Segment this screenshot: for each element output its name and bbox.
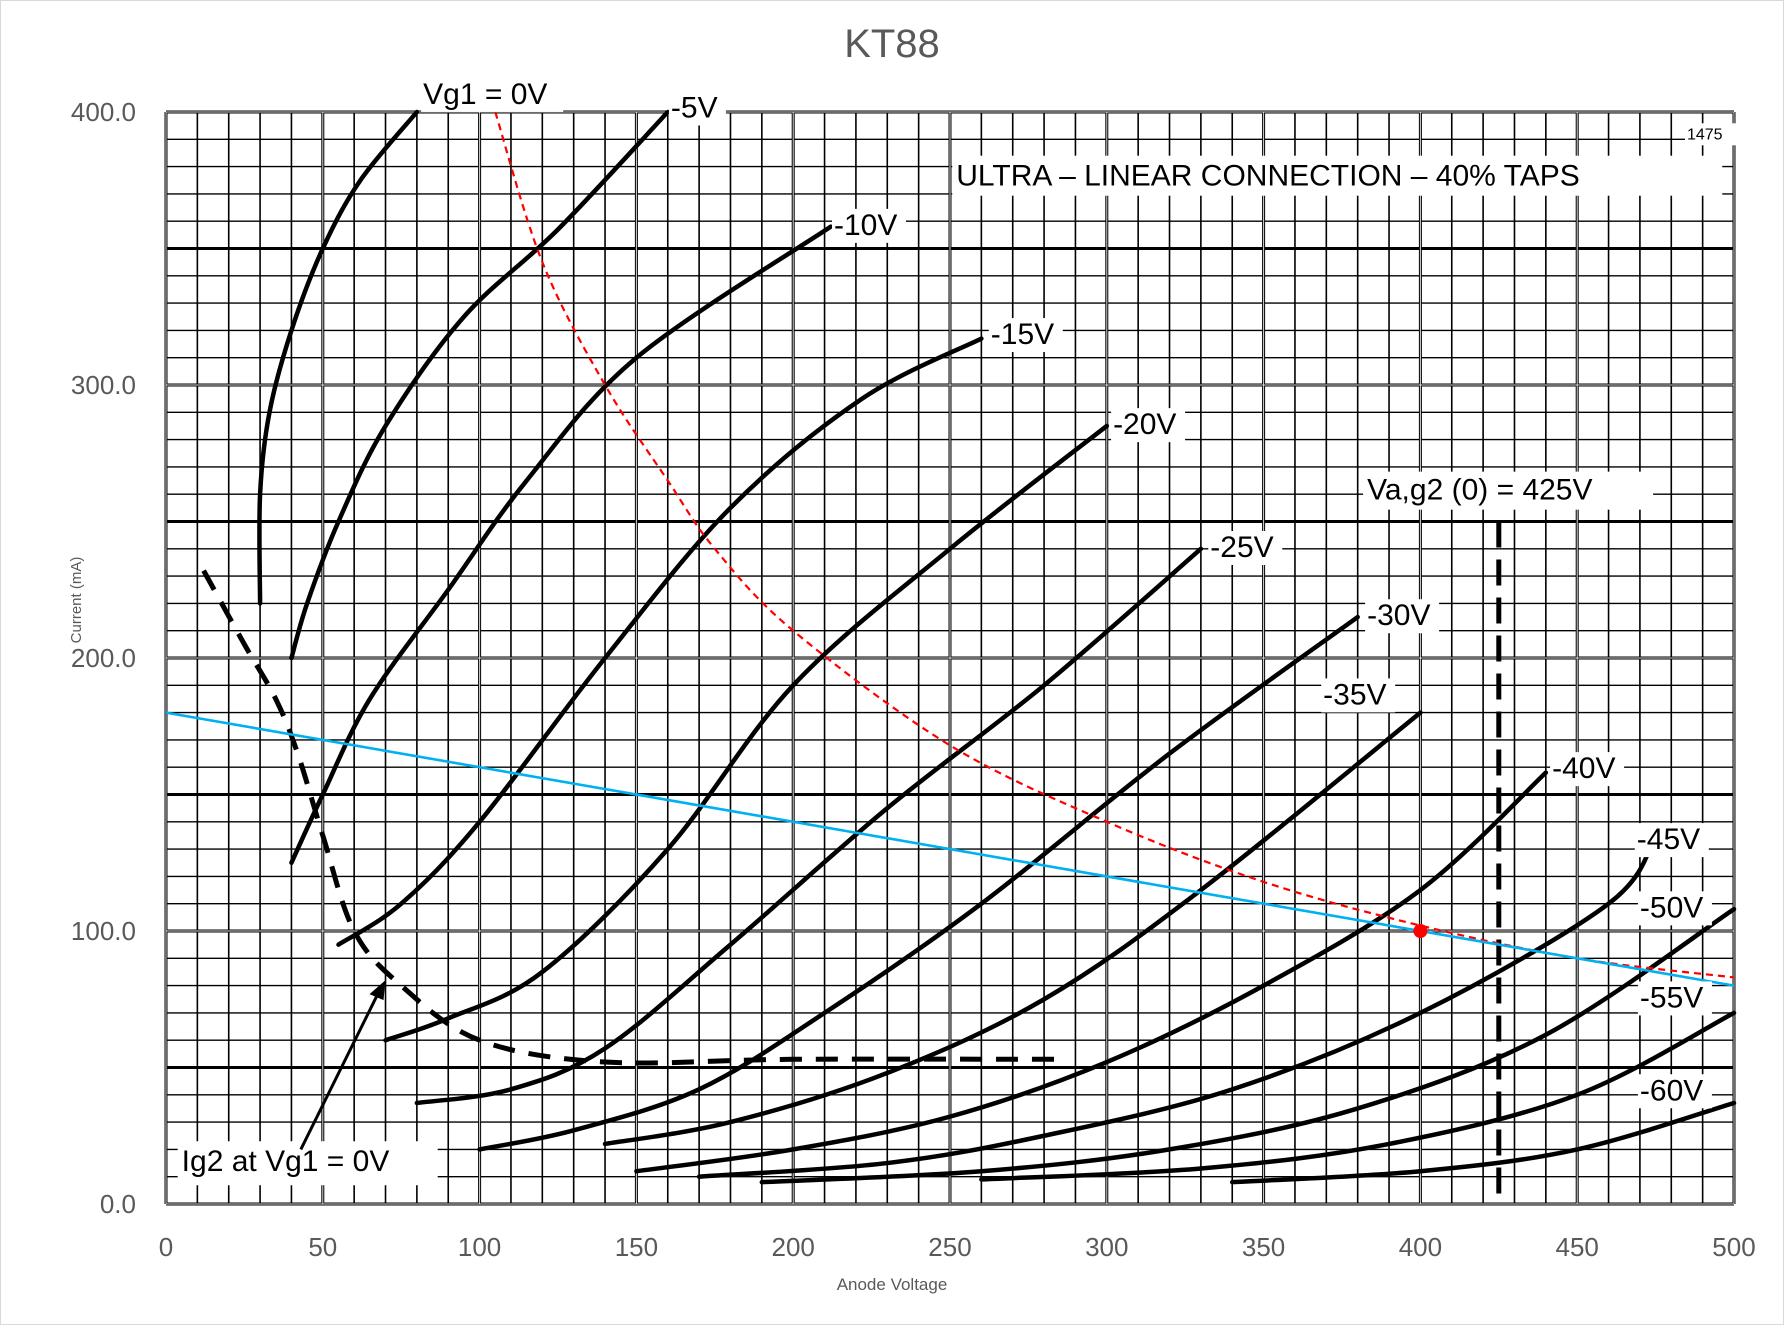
curve-label-bg (1637, 891, 1712, 926)
curve-labels: Vg1 = 0V -5V -10V -15V -20V -25V -30V -35V -40V -… (421, 77, 1712, 1109)
curve-label-bg (1321, 678, 1396, 713)
overlay-lines (165, 111, 1735, 987)
ig2-label: Ig2 at Vg1 = 0V (182, 1145, 390, 1178)
curve-label-bg (668, 91, 726, 126)
y-tick-label: 100.0 (71, 916, 136, 946)
x-tick-label: 150 (615, 1232, 658, 1262)
header-bg (952, 155, 1723, 196)
axis-ticks: 0 50 100 150 200 250 300 350 400 450 500 0.0 100.0 20… (71, 97, 1756, 1262)
tube-curve-6 (477, 614, 1360, 1152)
ig2-dashed-curve (201, 569, 1060, 1066)
x-tick-label: 300 (1085, 1232, 1128, 1262)
x-tick-label: 350 (1242, 1232, 1285, 1262)
y-tick-label: 0.0 (100, 1189, 136, 1219)
tube-curve-5 (414, 546, 1204, 1106)
tube-curves (257, 109, 1737, 1185)
tube-curve-12 (1229, 1100, 1737, 1185)
x-tick-label: 450 (1556, 1232, 1599, 1262)
curve-label-8: -40V (1552, 752, 1615, 785)
ig2-label-bg (177, 1141, 438, 1186)
ig2-arrow-head (369, 980, 386, 1001)
power-dissipation-curve (494, 111, 1735, 979)
tube-curve-7 (602, 710, 1423, 1147)
curve-label-bg (1634, 823, 1709, 858)
curve-label-6: -30V (1367, 599, 1430, 632)
annotations: ULTRA – LINEAR CONNECTION – 40% TAPS 1475… (177, 123, 1737, 1186)
ig2-curve (201, 569, 1060, 1066)
y-tick-label: 400.0 (71, 97, 136, 127)
tube-curve-3 (336, 336, 984, 947)
y-tick-label: 300.0 (71, 370, 136, 400)
curve-label-bg (831, 208, 906, 243)
curve-label-bg (1365, 599, 1440, 634)
curve-label-1: -5V (671, 91, 718, 124)
curve-label-9: -45V (1637, 823, 1700, 856)
major-grid (164, 110, 1736, 1206)
curve-label-10: -50V (1640, 891, 1703, 924)
x-tick-label: 250 (928, 1232, 971, 1262)
curve-label-12: -60V (1640, 1074, 1703, 1107)
corner-code-bg (1684, 123, 1737, 146)
va-g2-label-bg (1363, 471, 1654, 510)
curve-label-bg (988, 318, 1063, 353)
tube-curve-11 (979, 1010, 1737, 1182)
header-annotation: ULTRA – LINEAR CONNECTION – 40% TAPS (956, 160, 1580, 193)
curve-label-bg (1550, 752, 1625, 787)
corner-code: 1475 (1687, 126, 1723, 143)
curve-label-bg (1208, 530, 1283, 565)
operating-point (1413, 924, 1428, 938)
tube-curve-10 (759, 906, 1737, 1185)
tube-curve-9 (696, 833, 1658, 1179)
x-tick-label: 200 (772, 1232, 815, 1262)
chart-title: KT88 (844, 22, 940, 66)
curve-label-4: -20V (1113, 408, 1176, 441)
x-tick-label: 500 (1712, 1232, 1755, 1262)
curve-label-bg (1637, 1074, 1712, 1109)
curve-label-0: Vg1 = 0V (423, 78, 547, 111)
y-tick-label: 200.0 (71, 643, 136, 673)
va-g2-label: Va,g2 (0) = 425V (1367, 474, 1592, 507)
curve-label-bg (1111, 408, 1186, 443)
x-axis-label: Anode Voltage (836, 1275, 948, 1294)
curve-label-5: -25V (1210, 531, 1273, 564)
x-tick-label: 50 (308, 1232, 337, 1262)
x-tick-label: 0 (159, 1232, 173, 1262)
tube-curve-8 (634, 770, 1549, 1174)
curve-label-11: -55V (1640, 981, 1703, 1014)
load-line (165, 711, 1735, 987)
x-tick-label: 100 (458, 1232, 501, 1262)
x-tick-label: 400 (1399, 1232, 1442, 1262)
tube-curve-2 (289, 224, 834, 865)
curve-label-bg (421, 77, 564, 112)
tube-curve-1 (289, 109, 671, 661)
curve-label-7: -35V (1323, 678, 1386, 711)
tube-curve-4 (383, 423, 1110, 1043)
tube-curve-0 (257, 109, 420, 606)
curve-label-3: -15V (991, 318, 1054, 351)
ig2-arrow-shaft (299, 990, 381, 1151)
curve-label-bg (1637, 981, 1712, 1016)
curve-label-2: -10V (834, 209, 897, 242)
